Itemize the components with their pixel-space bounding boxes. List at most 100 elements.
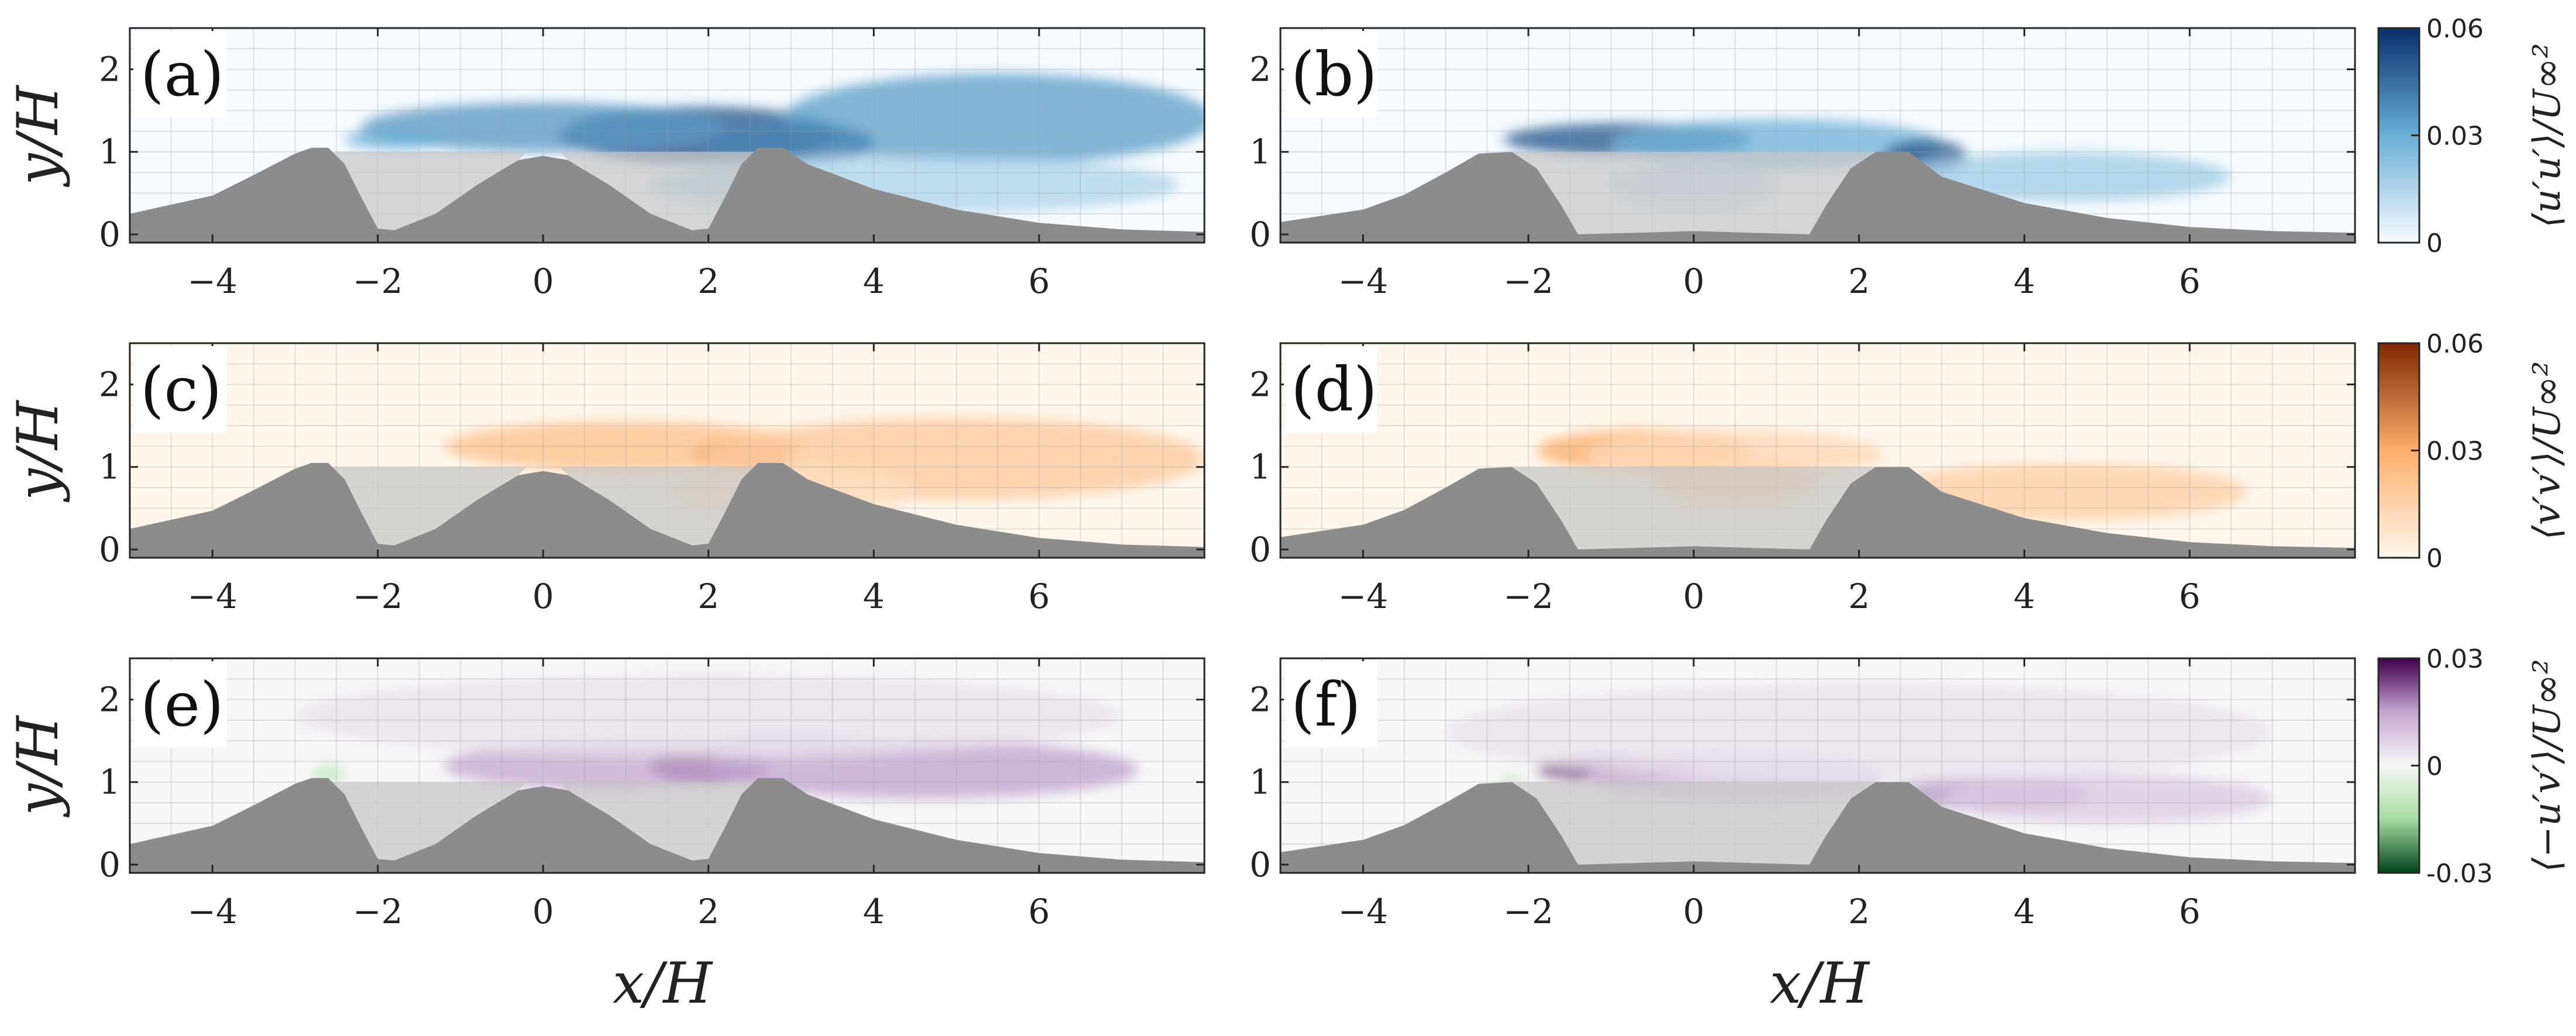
x-tick-label: 4 (863, 892, 885, 931)
y-tick-label: 1 (99, 762, 120, 802)
x-tick-label: −4 (1338, 576, 1389, 616)
x-tick-label: 2 (1848, 892, 1870, 931)
colorbar-uu: 0 0.03 0.06 ⟨u′u′⟩/U∞² (2377, 14, 2569, 258)
x-tick-label: 6 (2179, 576, 2201, 616)
cavity-region (560, 782, 758, 861)
y-tick-label: 2 (1249, 365, 1271, 405)
y-tick-label: 2 (99, 50, 120, 89)
x-tick-label: 2 (697, 576, 719, 616)
cavity-region (560, 467, 758, 545)
colorbar-tick-label: -0.03 (2426, 859, 2493, 889)
panel-label-box (1284, 661, 1377, 748)
panel-label-box (133, 346, 227, 433)
axis-labels-layer: x/H x/H y/H y/H y/H (5, 84, 1870, 1016)
x-axis-label-left: x/H (613, 951, 713, 1016)
y-tick-label: 0 (1249, 215, 1271, 254)
x-tick-label: 0 (1683, 261, 1704, 301)
contour-blob (344, 129, 444, 150)
x-tick-label: −2 (353, 576, 403, 616)
panels-layer: −4 −2 0 2 4 6 0 1 2 (a) −4 −2 0 2 4 6 0 1 2 (b) −4 −2 0 2 4 6 0 1 2 (… (99, 27, 2356, 931)
y-tick-label: 0 (1249, 530, 1271, 569)
contour-blob (361, 102, 725, 152)
x-tick-label: 6 (2179, 261, 2201, 301)
colorbar-tick-label: 0.03 (2426, 437, 2484, 467)
x-tick-label: 2 (697, 261, 719, 301)
x-tick-label: −2 (353, 261, 403, 301)
x-tick-label: 0 (532, 261, 554, 301)
x-tick-label: −4 (188, 261, 238, 301)
panel-label-box (1284, 346, 1377, 433)
x-tick-label: 2 (1848, 261, 1870, 301)
y-tick-label: 0 (1249, 845, 1271, 885)
cavity-region (1511, 151, 1876, 234)
colorbar-tick-label: 0 (2426, 752, 2443, 782)
panel-label: (b) (1291, 39, 1377, 110)
x-tick-label: −2 (353, 892, 403, 931)
y-tick-label: 2 (1249, 680, 1271, 720)
panel-label: (f) (1291, 669, 1361, 740)
y-axis-label: y/H (5, 399, 71, 503)
colorbar-tick-label: 0.06 (2426, 329, 2484, 359)
contour-blob (783, 73, 1204, 164)
x-tick-label: 0 (1683, 892, 1704, 931)
colorbar-vv: 0 0.03 0.06 ⟨v′v′⟩/U∞² (2377, 329, 2569, 574)
y-tick-label: 1 (99, 447, 120, 487)
panel-c: −4 −2 0 2 4 6 0 1 2 (c) (99, 342, 1206, 616)
x-tick-label: 0 (532, 892, 554, 931)
colorbars-layer: 0 0.03 0.06 ⟨u′u′⟩/U∞² 0 0.03 0.06 ⟨v′v′⟩/U∞² -0… (2377, 14, 2569, 889)
hill-surface (130, 462, 1204, 558)
colorbar-label: ⟨v′v′⟩/U∞² (2526, 361, 2569, 540)
x-tick-label: 2 (697, 892, 719, 931)
y-tick-label: 1 (1249, 132, 1271, 172)
cavity-region (1511, 467, 1876, 550)
x-tick-label: 0 (532, 576, 554, 616)
x-axis-label-right: x/H (1770, 951, 1870, 1016)
panel-f: −4 −2 0 2 4 6 0 1 2 (f) (1249, 657, 2356, 931)
axes-frame (1279, 342, 2356, 559)
x-tick-label: −4 (1338, 261, 1389, 301)
y-tick-label: 2 (99, 680, 120, 720)
axes-frame (129, 342, 1206, 559)
contour-field (1445, 683, 2273, 824)
y-axis-label: y/H (5, 714, 71, 818)
y-tick-label: 1 (1249, 447, 1271, 487)
x-tick-label: −4 (188, 892, 238, 931)
contour-blob (295, 675, 1122, 758)
contour-field (295, 675, 1138, 799)
colorbar--uv: -0.03 0 0.03 ⟨−u′v′⟩/U∞² (2377, 644, 2569, 889)
y-tick-label: 1 (99, 132, 120, 172)
x-tick-label: 4 (2014, 576, 2035, 616)
hill-surface (1280, 782, 2355, 873)
colorbar-tick-label: 0.06 (2426, 14, 2484, 44)
x-tick-label: 2 (1848, 576, 1870, 616)
colorbar-tick-label: 0 (2426, 544, 2443, 574)
x-tick-label: 6 (1028, 576, 1050, 616)
y-tick-label: 2 (99, 365, 120, 405)
x-tick-label: −2 (1503, 576, 1553, 616)
cavity-region (328, 782, 527, 861)
contour-blob (1942, 773, 2273, 824)
x-tick-label: 6 (2179, 892, 2201, 931)
panel-label-box (1284, 31, 1377, 118)
y-tick-label: 2 (1249, 50, 1271, 89)
cavity-region (1511, 782, 1876, 865)
x-tick-label: 4 (2014, 892, 2035, 931)
y-tick-label: 0 (99, 530, 120, 569)
cavity-region (560, 151, 758, 230)
x-tick-label: −2 (1503, 892, 1553, 931)
axes-frame (129, 27, 1206, 244)
colorbar-tick-label: 0 (2426, 229, 2443, 258)
contour-blob (1445, 683, 2273, 782)
x-tick-label: −2 (1503, 261, 1553, 301)
x-tick-label: 6 (1028, 261, 1050, 301)
panel-label: (c) (140, 354, 222, 425)
x-tick-label: −4 (188, 576, 238, 616)
panel-b: −4 −2 0 2 4 6 0 1 2 (b) (1249, 27, 2356, 301)
y-tick-label: 0 (99, 215, 120, 254)
panel-label: (e) (140, 669, 224, 740)
x-tick-label: 4 (863, 576, 885, 616)
x-tick-label: 6 (1028, 892, 1050, 931)
hill-surface (1280, 467, 2355, 558)
x-tick-label: 4 (863, 261, 885, 301)
